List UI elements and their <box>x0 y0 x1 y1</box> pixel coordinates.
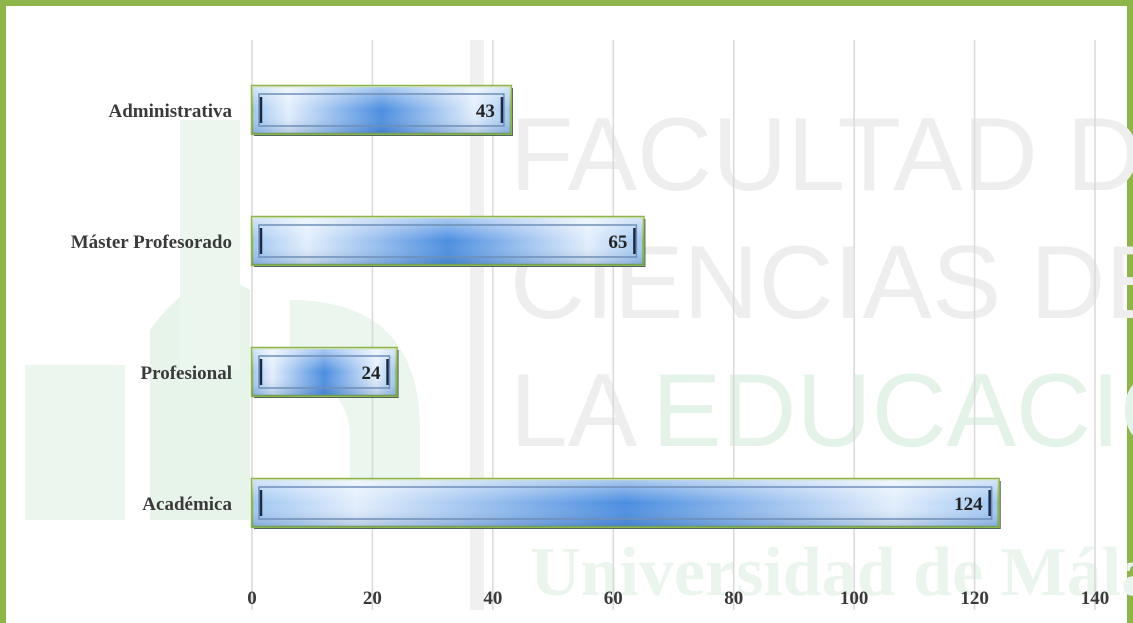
x-axis-ticks: 0 20 40 60 80 100 120 140 <box>247 588 1109 609</box>
bars: 43 65 24 124 <box>250 84 1001 529</box>
bar-shade <box>252 86 511 134</box>
watermark-logo-block <box>25 365 125 520</box>
bar-inner-bevel <box>258 355 391 389</box>
x-tick-label-40: 40 <box>483 588 502 609</box>
bar-acad-mica: 124 <box>250 477 1001 529</box>
watermark-line3a: LA <box>510 353 638 469</box>
category-label-profesional: Profesional <box>141 363 232 384</box>
x-tick-label-0: 0 <box>247 588 257 609</box>
watermark-line4: Universidad de Málaga <box>530 534 1133 611</box>
x-tick-label-140: 140 <box>1081 588 1110 609</box>
category-label-acad-mica: Académica <box>142 494 232 515</box>
x-tick-label-20: 20 <box>363 588 382 609</box>
data-label-65: 65 <box>608 232 627 253</box>
watermark-divider <box>470 40 484 610</box>
category-labels: Administrativa Máster Profesorado Profesio… <box>71 101 233 515</box>
x-tick-label-80: 80 <box>724 588 743 609</box>
bar-m-ster-profesorado: 65 <box>250 215 646 267</box>
category-label-administrativa: Administrativa <box>109 101 233 122</box>
category-label-m-ster-profesorado: Máster Profesorado <box>71 232 232 253</box>
x-tick-label-120: 120 <box>960 588 989 609</box>
bar-shade <box>252 479 999 527</box>
bar-inner-bevel <box>258 224 638 258</box>
watermark-logo-column <box>180 120 240 370</box>
watermark-line1: FACULTAD DE <box>510 97 1133 213</box>
bar-profesional: 24 <box>250 346 399 398</box>
data-label-24: 24 <box>362 363 382 384</box>
bar-administrativa: 43 <box>250 84 513 136</box>
bar-inner-bevel <box>258 93 505 127</box>
data-label-124: 124 <box>954 494 983 515</box>
x-tick-label-100: 100 <box>840 588 869 609</box>
bar-shade <box>252 217 644 265</box>
bar-inner-bevel <box>258 486 993 520</box>
watermark-line3b: EDUCACIÓN <box>652 353 1133 469</box>
x-tick-label-60: 60 <box>604 588 623 609</box>
data-label-43: 43 <box>476 101 495 122</box>
